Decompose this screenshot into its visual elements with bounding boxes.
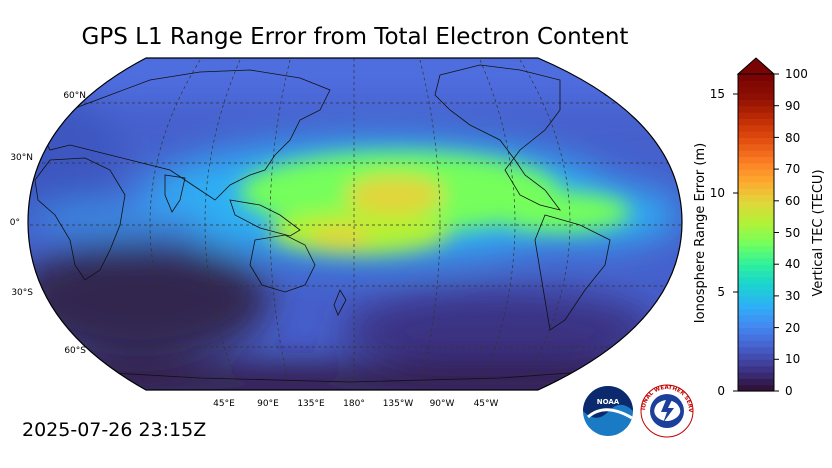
colorbar-band: [738, 283, 774, 291]
colorbar-band: [738, 194, 774, 202]
lon-label-90e: 90°E: [257, 399, 279, 409]
colorbar-band: [738, 137, 774, 145]
colorbar-band: [738, 314, 774, 322]
lat-label-30n: 30°N: [10, 153, 33, 163]
noaa-logo-text: NOAA: [597, 398, 620, 406]
colorbar-band: [738, 270, 774, 278]
right-tick-70: 70: [785, 162, 800, 176]
right-tick-80: 80: [785, 131, 800, 145]
colorbar-band: [738, 105, 774, 113]
colorbar-band: [738, 289, 774, 297]
colorbar-band: [738, 74, 774, 81]
colorbar-band: [738, 352, 774, 360]
colorbar-band: [738, 188, 774, 196]
right-tick-20: 20: [785, 321, 800, 335]
colorbar-band: [738, 251, 774, 259]
colorbar-band: [738, 384, 774, 392]
globe-outline: [27, 57, 683, 391]
chart-title: GPS L1 Range Error from Total Electron C…: [81, 24, 629, 50]
colorbar-band: [738, 238, 774, 246]
lat-label-60s: 60°S: [64, 346, 86, 356]
colorbar-band: [738, 333, 774, 341]
colorbar-band: [738, 219, 774, 227]
tec-field: [28, 58, 682, 390]
lat-label-30s: 30°S: [11, 288, 33, 298]
colorbar-band: [738, 371, 774, 379]
lon-label-135w: 135°W: [383, 399, 414, 409]
colorbar-band: [738, 131, 774, 138]
right-tick-40: 40: [785, 257, 800, 271]
colorbar-band: [738, 181, 774, 189]
colorbar-band: [738, 169, 774, 177]
right-axis-label: Vertical TEC (TECU): [811, 169, 826, 296]
colorbar-band: [738, 295, 774, 303]
lon-label-45w: 45°W: [474, 399, 499, 409]
colorbar-band: [738, 99, 774, 107]
colorbar-band: [738, 86, 774, 94]
left-tick-5: 5: [717, 285, 725, 299]
colorbar-band: [738, 118, 774, 126]
colorbar-band: [738, 340, 774, 348]
colorbar-band: [738, 112, 774, 119]
left-tick-15: 15: [710, 87, 725, 101]
right-tick-60: 60: [785, 194, 800, 208]
left-tick-0: 0: [717, 384, 725, 398]
colorbar-band: [738, 200, 774, 208]
colorbar-band: [738, 365, 774, 373]
right-tick-90: 90: [785, 99, 800, 113]
graticule: [28, 58, 682, 390]
colorbar-band: [738, 327, 774, 335]
right-tick-100: 100: [785, 67, 808, 81]
colorbar-band: [738, 175, 774, 183]
colorbar-bands: [738, 74, 774, 392]
right-axis-tick-labels: 0 10 20 30 40 50 60 70 80 90 100: [785, 67, 808, 398]
lon-label-180: 180°: [343, 399, 365, 409]
colorbar-band: [738, 346, 774, 354]
colorbar-band: [738, 162, 774, 170]
left-axis-ticks: [733, 93, 738, 392]
lat-label-60n: 60°N: [63, 91, 86, 101]
colorbar-band: [738, 226, 774, 234]
lon-label-45e: 45°E: [213, 399, 235, 409]
right-tick-10: 10: [785, 352, 800, 366]
colorbar-band: [738, 156, 774, 164]
left-axis-label: Ionosphere Range Error (m): [693, 143, 708, 323]
colorbar-band: [738, 359, 774, 367]
colorbar-band: [738, 93, 774, 100]
colorbar-band: [738, 213, 774, 221]
colorbar-band: [738, 302, 774, 310]
lon-label-135e: 135°E: [297, 399, 325, 409]
right-tick-50: 50: [785, 226, 800, 240]
colorbar-band: [738, 124, 774, 132]
colorbar-band: [738, 257, 774, 265]
lat-label-eq: 0°: [10, 218, 20, 228]
colorbar-band: [738, 321, 774, 329]
colorbar-band: [738, 143, 774, 151]
colorbar-band: [738, 378, 774, 386]
right-tick-30: 30: [785, 289, 800, 303]
colorbar-band: [738, 245, 774, 253]
colorbar-band: [738, 207, 774, 215]
colorbar-band: [738, 264, 774, 272]
colorbar-band: [738, 232, 774, 240]
right-axis-ticks: [774, 73, 779, 392]
colorbar-extend-arrow: [736, 57, 776, 75]
colorbar-band: [738, 150, 774, 158]
noaa-logo: NOAA: [583, 386, 633, 436]
colorbar-band: [738, 276, 774, 284]
timestamp: 2025-07-26 23:15Z: [22, 419, 207, 441]
right-tick-0: 0: [785, 384, 793, 398]
left-tick-10: 10: [710, 186, 725, 200]
coastlines: [34, 64, 641, 383]
lon-label-90w: 90°W: [430, 399, 455, 409]
colorbar-band: [738, 80, 774, 88]
colorbar-band: [738, 308, 774, 316]
